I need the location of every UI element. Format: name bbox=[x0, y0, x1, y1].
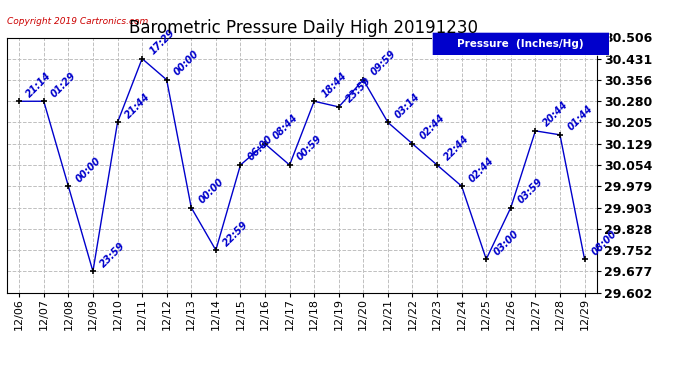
Text: Copyright 2019 Cartronics.com: Copyright 2019 Cartronics.com bbox=[7, 17, 148, 26]
Text: 03:14: 03:14 bbox=[393, 92, 422, 120]
Text: 22:44: 22:44 bbox=[442, 134, 471, 163]
Text: 02:44: 02:44 bbox=[418, 113, 447, 142]
Text: 03:59: 03:59 bbox=[516, 177, 545, 206]
Text: 22:59: 22:59 bbox=[221, 219, 250, 248]
Text: 02:44: 02:44 bbox=[467, 155, 496, 184]
Text: 18:44: 18:44 bbox=[319, 70, 348, 99]
Text: 17:29: 17:29 bbox=[148, 28, 177, 57]
Text: 00:59: 00:59 bbox=[295, 134, 324, 163]
Text: 20:44: 20:44 bbox=[541, 100, 570, 129]
Text: 08:44: 08:44 bbox=[270, 113, 299, 142]
Text: 06:00: 06:00 bbox=[246, 134, 275, 163]
Text: 01:44: 01:44 bbox=[566, 104, 595, 133]
Text: 00:00: 00:00 bbox=[197, 177, 226, 206]
Text: 00:00: 00:00 bbox=[172, 49, 201, 78]
Text: Barometric Pressure Daily High 20191230: Barometric Pressure Daily High 20191230 bbox=[129, 19, 478, 37]
Text: 03:00: 03:00 bbox=[492, 228, 521, 257]
Text: 00:00: 00:00 bbox=[74, 155, 103, 184]
Text: 01:29: 01:29 bbox=[49, 70, 78, 99]
Text: 08:00: 08:00 bbox=[590, 228, 619, 257]
Text: 23:59: 23:59 bbox=[99, 240, 128, 269]
Text: 21:44: 21:44 bbox=[123, 92, 152, 120]
Text: 21:14: 21:14 bbox=[25, 70, 54, 99]
Text: 09:59: 09:59 bbox=[369, 49, 398, 78]
Text: 23:59: 23:59 bbox=[344, 76, 373, 105]
